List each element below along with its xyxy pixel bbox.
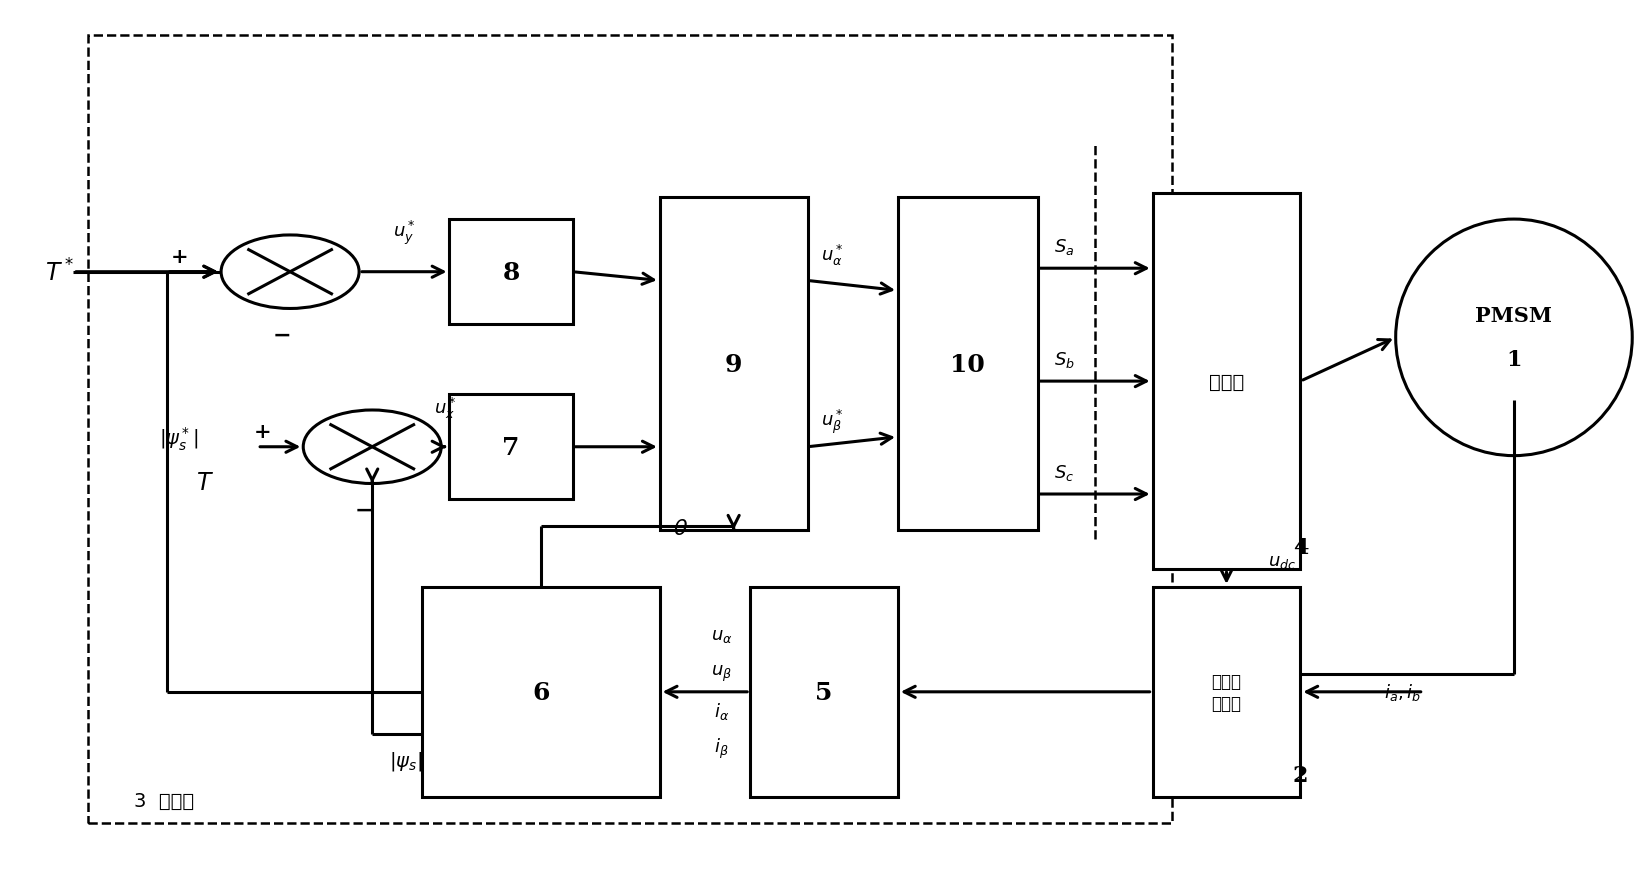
Text: $u_{dc}$: $u_{dc}$ (1267, 552, 1295, 570)
Text: 5: 5 (816, 680, 832, 704)
Text: $|\psi^*_s|$: $|\psi^*_s|$ (158, 424, 198, 453)
Text: +: + (254, 422, 270, 441)
Text: $u^*_y$: $u^*_y$ (392, 219, 415, 247)
Text: $\theta$: $\theta$ (674, 517, 689, 539)
Text: $S_b$: $S_b$ (1055, 350, 1074, 370)
Text: −: − (354, 499, 374, 521)
Bar (659, 198, 808, 531)
Text: 7: 7 (503, 435, 519, 460)
Text: $i_a, i_b$: $i_a, i_b$ (1384, 681, 1421, 702)
Text: PMSM: PMSM (1475, 306, 1552, 326)
Text: 3  处理器: 3 处理器 (133, 791, 194, 810)
Bar (87, 36, 1172, 824)
Bar (450, 220, 572, 324)
Text: $T$: $T$ (196, 470, 214, 495)
Ellipse shape (221, 236, 359, 309)
Text: 8: 8 (503, 260, 519, 284)
Text: +: + (171, 246, 190, 267)
Bar (450, 395, 572, 500)
Text: $u_\beta$: $u_\beta$ (710, 663, 732, 683)
Text: $u^*_\beta$: $u^*_\beta$ (821, 407, 844, 435)
Text: 9: 9 (725, 353, 742, 376)
Text: −: − (272, 324, 292, 346)
Bar (1152, 194, 1300, 570)
Text: 信号棄
测电路: 信号棄 测电路 (1211, 672, 1241, 712)
Text: $S_c$: $S_c$ (1055, 462, 1074, 482)
Text: 10: 10 (951, 353, 986, 376)
Text: 逆变器: 逆变器 (1210, 372, 1244, 391)
Text: 6: 6 (532, 680, 549, 704)
Text: $u_\alpha$: $u_\alpha$ (710, 627, 732, 645)
Text: 2: 2 (1292, 764, 1309, 786)
Bar (422, 587, 659, 797)
Circle shape (1396, 220, 1632, 456)
Text: $i_\alpha$: $i_\alpha$ (714, 701, 728, 721)
Text: $T^*$: $T^*$ (44, 259, 74, 286)
Bar (1152, 587, 1300, 797)
Text: 4: 4 (1292, 537, 1309, 559)
Text: $u^*_\alpha$: $u^*_\alpha$ (821, 242, 844, 267)
Text: 1: 1 (1506, 349, 1521, 371)
Bar (750, 587, 898, 797)
Bar (898, 198, 1038, 531)
Ellipse shape (303, 410, 442, 484)
Text: $i_\beta$: $i_\beta$ (714, 737, 728, 760)
Text: $u^*_x$: $u^*_x$ (433, 396, 456, 420)
Text: $S_a$: $S_a$ (1055, 237, 1074, 257)
Text: $|\psi_s|$: $|\psi_s|$ (389, 749, 422, 772)
